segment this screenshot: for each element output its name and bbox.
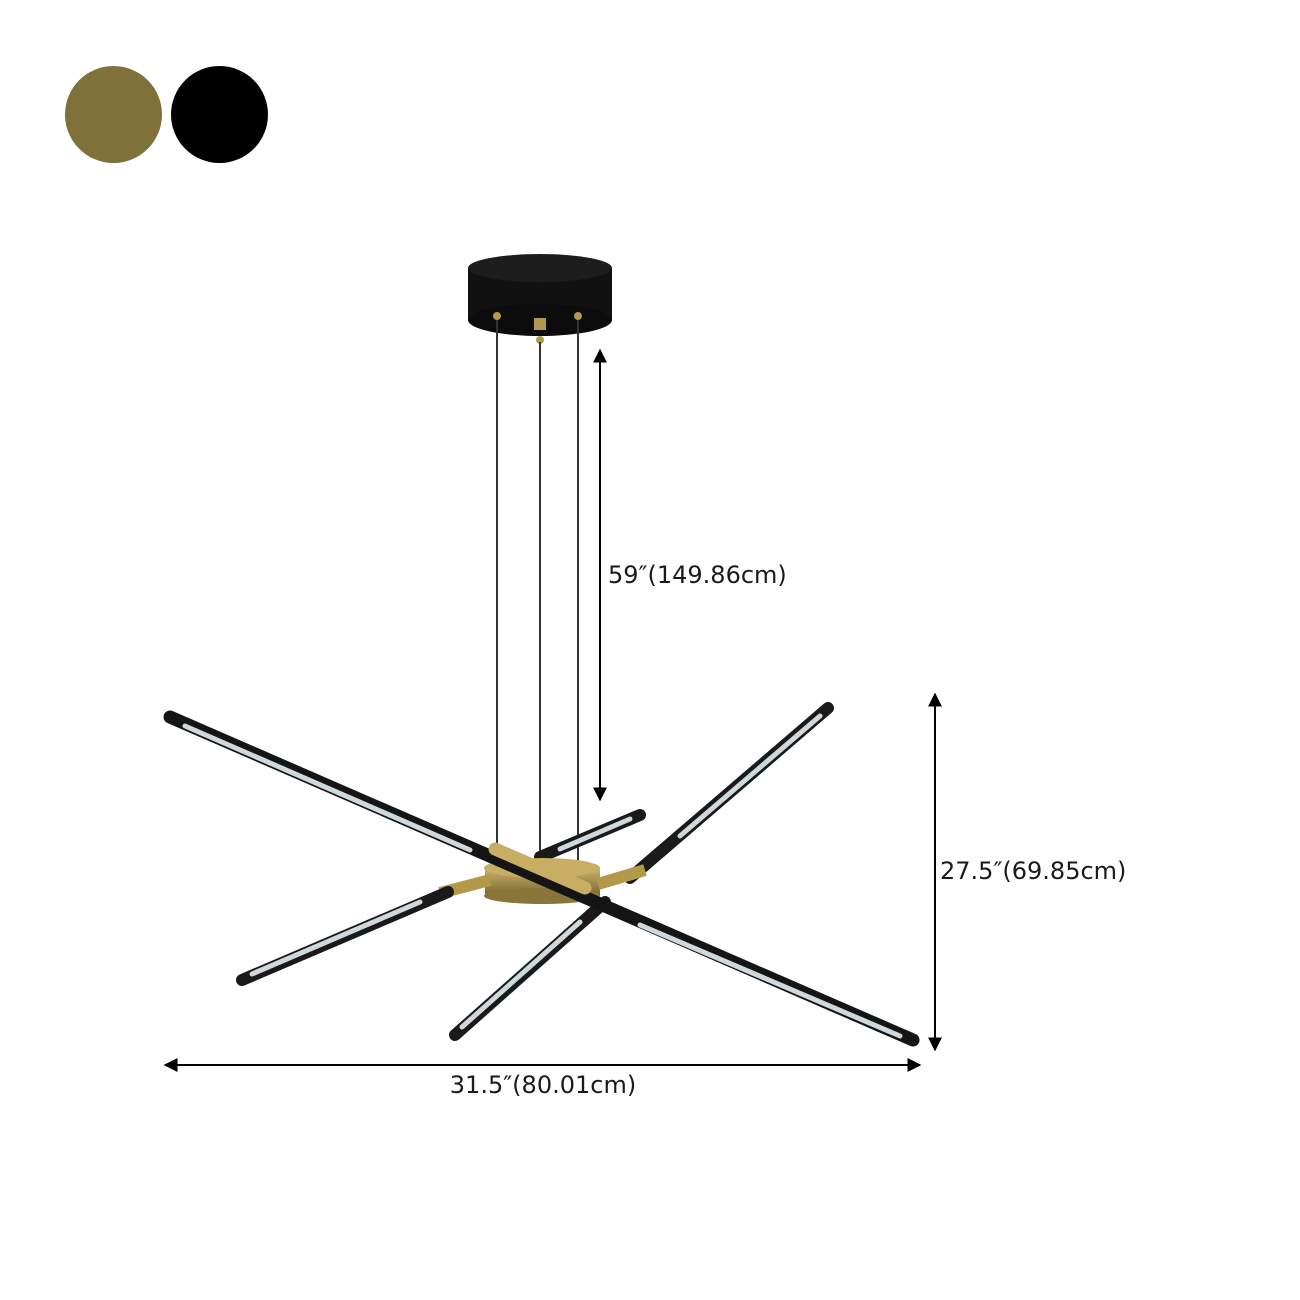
suspension-cords (496, 320, 579, 862)
cord-length-label: 59″(149.86cm) (608, 561, 787, 589)
width-label: 31.5″(80.01cm) (450, 1071, 636, 1099)
light-arm (624, 702, 834, 884)
ceiling-canopy (468, 254, 612, 344)
light-arm (236, 886, 454, 986)
height-label: 27.5″(69.85cm) (940, 857, 1126, 885)
light-arm (449, 896, 611, 1041)
color-swatch-black[interactable] (171, 66, 268, 163)
light-arm (163, 710, 920, 1047)
light-arm (534, 809, 646, 863)
color-swatch-gold[interactable] (65, 66, 162, 163)
